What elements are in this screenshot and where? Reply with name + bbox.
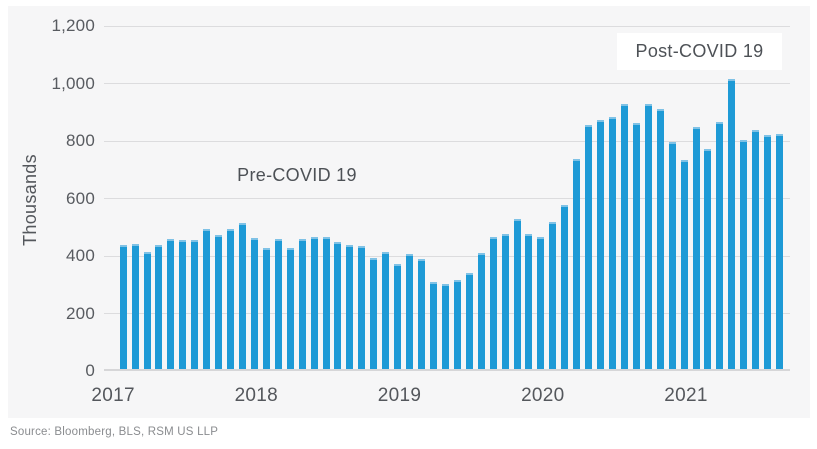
y-axis-title: Thousands [20,154,40,246]
post-covid-annotation: Post-COVID 19 [617,33,782,70]
pre-covid-annotation: Pre-COVID 19 [237,165,357,185]
source-note: Source: Bloomberg, BLS, RSM US LLP [10,426,219,438]
x-axis-baseline [104,369,790,371]
